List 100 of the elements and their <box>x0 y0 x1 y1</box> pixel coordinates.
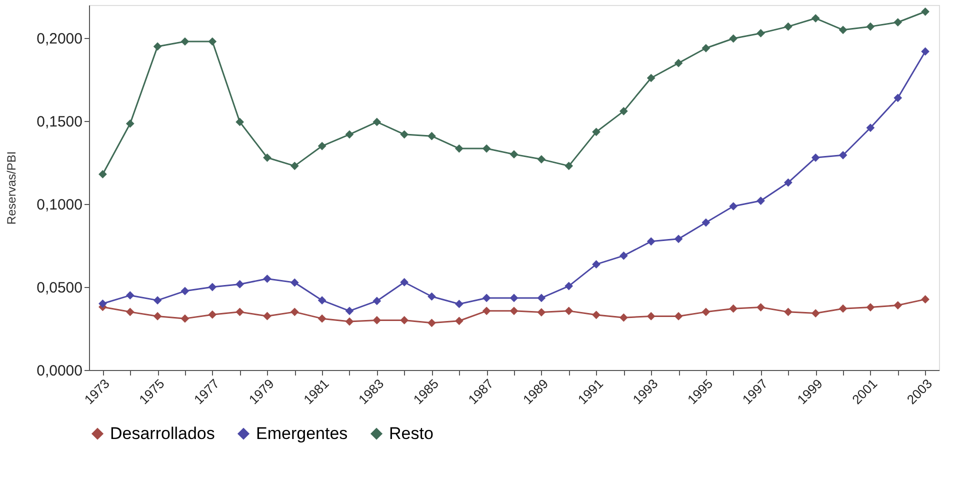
point <box>236 308 244 316</box>
point <box>674 312 683 320</box>
point <box>153 42 162 51</box>
point <box>263 312 272 320</box>
y-axis-title: Reservas/PBI <box>4 151 19 225</box>
point <box>290 308 299 316</box>
point <box>894 18 902 26</box>
point <box>811 309 820 318</box>
point <box>263 153 272 162</box>
point <box>592 260 600 268</box>
point <box>702 308 710 316</box>
point <box>153 312 162 320</box>
point <box>838 26 848 34</box>
point <box>454 144 464 153</box>
point <box>838 150 848 160</box>
point <box>729 202 738 210</box>
point <box>318 142 326 150</box>
point <box>126 119 134 128</box>
point <box>400 130 409 139</box>
point <box>921 7 930 16</box>
point <box>646 312 656 320</box>
point <box>702 218 710 227</box>
point <box>619 252 628 260</box>
point <box>400 278 409 286</box>
point <box>454 300 464 308</box>
point <box>208 37 217 46</box>
point <box>290 162 299 170</box>
point <box>482 144 491 153</box>
point <box>482 294 491 302</box>
point <box>729 304 738 313</box>
legend-label: Resto <box>389 424 434 443</box>
point <box>290 278 299 287</box>
point <box>729 34 738 43</box>
point <box>537 308 546 316</box>
point <box>866 124 875 132</box>
point <box>674 234 683 244</box>
point <box>756 196 765 205</box>
point <box>674 58 683 68</box>
point <box>372 118 382 126</box>
point <box>537 294 546 302</box>
point <box>564 282 574 290</box>
point <box>263 274 272 283</box>
point <box>318 296 326 304</box>
point <box>921 295 930 304</box>
point <box>756 29 765 38</box>
point <box>236 280 244 288</box>
point <box>894 94 902 102</box>
point <box>208 310 217 319</box>
point <box>454 316 464 326</box>
point <box>619 313 628 322</box>
point <box>153 296 162 304</box>
point <box>428 292 436 301</box>
y-tick-label: 0,1500 <box>36 114 82 131</box>
point <box>180 286 190 296</box>
y-tick-label: 0,0000 <box>36 362 82 380</box>
y-tick-label: 0,0500 <box>36 280 82 297</box>
point <box>428 318 436 328</box>
point <box>236 118 244 126</box>
point <box>838 304 848 313</box>
point <box>482 306 491 316</box>
point <box>811 14 820 22</box>
point <box>592 310 600 320</box>
point <box>537 155 546 164</box>
point <box>756 303 765 312</box>
point <box>180 37 190 46</box>
point <box>592 128 600 136</box>
point <box>921 47 930 56</box>
point <box>98 170 107 178</box>
point <box>564 306 574 316</box>
point <box>510 150 518 158</box>
point <box>894 301 902 310</box>
point <box>510 306 518 316</box>
point <box>510 294 518 302</box>
y-tick-label: 0,2000 <box>36 30 82 48</box>
point <box>400 316 409 324</box>
point <box>564 162 574 170</box>
point <box>784 178 792 187</box>
point <box>646 74 656 82</box>
point <box>345 306 354 316</box>
point <box>619 107 628 116</box>
point <box>702 44 710 52</box>
point <box>811 153 820 162</box>
point <box>126 291 134 300</box>
point <box>98 299 107 308</box>
point <box>866 303 875 312</box>
y-tick-label: 0,1000 <box>36 196 82 214</box>
point <box>866 22 875 31</box>
point <box>345 130 354 139</box>
point <box>208 282 217 292</box>
point <box>126 308 134 316</box>
point <box>784 308 792 316</box>
point <box>372 296 382 306</box>
point <box>318 314 326 323</box>
legend-label: Desarrollados <box>110 424 215 443</box>
point <box>180 314 190 323</box>
point <box>646 237 656 246</box>
point <box>345 317 354 326</box>
point <box>372 316 382 324</box>
point <box>784 22 792 31</box>
legend-label: Emergentes <box>256 424 348 443</box>
